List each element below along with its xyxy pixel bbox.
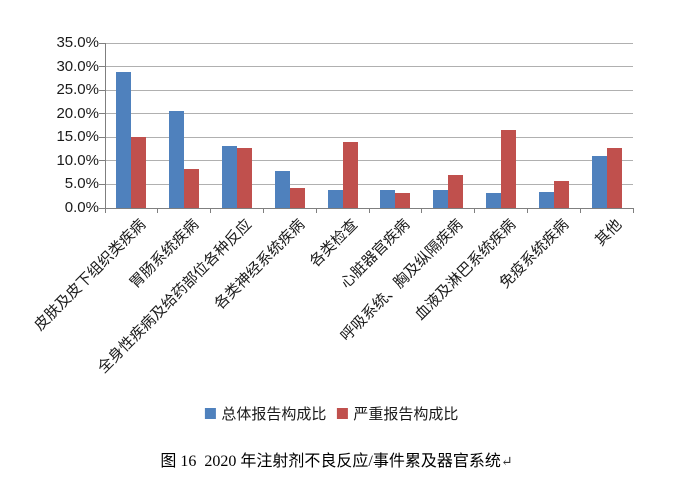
serious-series-bar [553, 181, 569, 208]
serious-series-bar [501, 129, 516, 208]
y-axis-tick-label: 30.0% [56, 57, 99, 75]
y-axis-tick [99, 89, 105, 91]
x-axis-tick [315, 208, 317, 213]
serious-series-bar [184, 169, 200, 208]
serious-series-bar [237, 148, 252, 208]
y-axis-tick-label: 25.0% [56, 81, 99, 99]
x-axis-tick [210, 208, 212, 213]
y-axis-tick [99, 207, 105, 209]
overall-series-bar [538, 192, 554, 208]
x-axis-tick [157, 208, 159, 213]
gridline [105, 66, 633, 68]
legend-label-overall: 总体报告构成比 [221, 406, 327, 423]
serious-series-bar [395, 193, 411, 208]
serious-series-bar [289, 188, 305, 208]
overall-series-bar [169, 110, 185, 208]
serious-series-bar [606, 147, 622, 208]
figure-caption: 图 16 2020 年注射剂不良反应/事件累及器官系统↵ [0, 447, 673, 471]
gridline [105, 136, 633, 138]
y-axis-tick-label: 20.0% [56, 104, 99, 122]
overall-series-bar [486, 193, 501, 208]
overall-series-bar [222, 146, 237, 208]
gridline [105, 183, 633, 185]
legend-item-overall: 总体报告构成比 [204, 403, 326, 424]
x-axis-tick [579, 208, 581, 213]
overall-series-bar [591, 156, 607, 208]
overall-series-bar [380, 190, 396, 208]
y-axis-tick-label: 0.0% [64, 199, 99, 216]
x-axis-line [105, 207, 633, 209]
y-axis-line [104, 43, 106, 209]
x-axis-tick [526, 208, 528, 213]
x-axis-tick [474, 208, 476, 213]
serious-series-bar [448, 175, 464, 208]
legend-swatch-serious-icon [336, 408, 348, 419]
y-axis-tick-label: 35.0% [56, 34, 99, 51]
gridline [105, 42, 633, 44]
x-axis-tick [104, 208, 106, 213]
x-axis-tick [632, 208, 634, 213]
gridline [105, 113, 633, 115]
y-axis-tick-label: 15.0% [56, 128, 99, 146]
chart-legend: 总体报告构成比 严重报告构成比 [204, 403, 458, 424]
x-axis-tick [368, 208, 370, 213]
gridline [105, 160, 633, 162]
x-axis-tick [262, 208, 264, 213]
y-axis-tick-label: 5.0% [64, 175, 99, 193]
y-axis-tick [99, 183, 105, 185]
y-axis-tick-label: 10.0% [56, 151, 99, 169]
overall-series-bar [327, 189, 343, 208]
x-axis-tick [421, 208, 423, 213]
category-label: 各类神经系统疾病 [211, 216, 308, 314]
legend-swatch-overall-icon [204, 408, 216, 419]
y-axis-tick [99, 66, 105, 68]
y-axis-tick [99, 160, 105, 162]
gridline [105, 89, 633, 91]
legend-label-serious: 严重报告构成比 [353, 406, 459, 423]
serious-series-bar [131, 137, 147, 208]
overall-series-bar [274, 171, 290, 208]
overall-series-bar [116, 72, 132, 208]
category-label: 其他 [591, 216, 625, 250]
legend-item-serious: 严重报告构成比 [336, 403, 458, 424]
y-axis-tick [99, 42, 105, 44]
serious-series-bar [342, 142, 358, 208]
figure-caption-text: 图 16 2020 年注射剂不良反应/事件累及器官系统 [160, 453, 501, 470]
y-axis-tick [99, 113, 105, 115]
overall-series-bar [433, 189, 449, 208]
y-axis-tick [99, 136, 105, 138]
paragraph-mark-icon: ↵ [500, 455, 513, 470]
